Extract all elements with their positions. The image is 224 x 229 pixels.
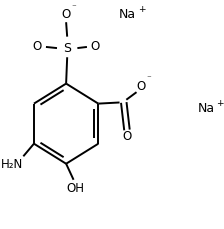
Text: +: +	[138, 5, 145, 14]
Text: H₂N: H₂N	[0, 158, 23, 172]
Text: O: O	[62, 8, 71, 21]
Text: ⁻: ⁻	[72, 3, 77, 13]
Text: O: O	[136, 80, 145, 93]
Text: +: +	[216, 99, 224, 108]
Text: O: O	[123, 130, 132, 143]
Text: Na: Na	[119, 8, 136, 21]
Text: O: O	[91, 41, 100, 53]
Text: S: S	[63, 42, 71, 55]
Text: ⁻: ⁻	[147, 74, 152, 83]
Text: O: O	[32, 41, 41, 53]
Text: OH: OH	[67, 183, 85, 195]
Text: Na: Na	[198, 102, 215, 115]
